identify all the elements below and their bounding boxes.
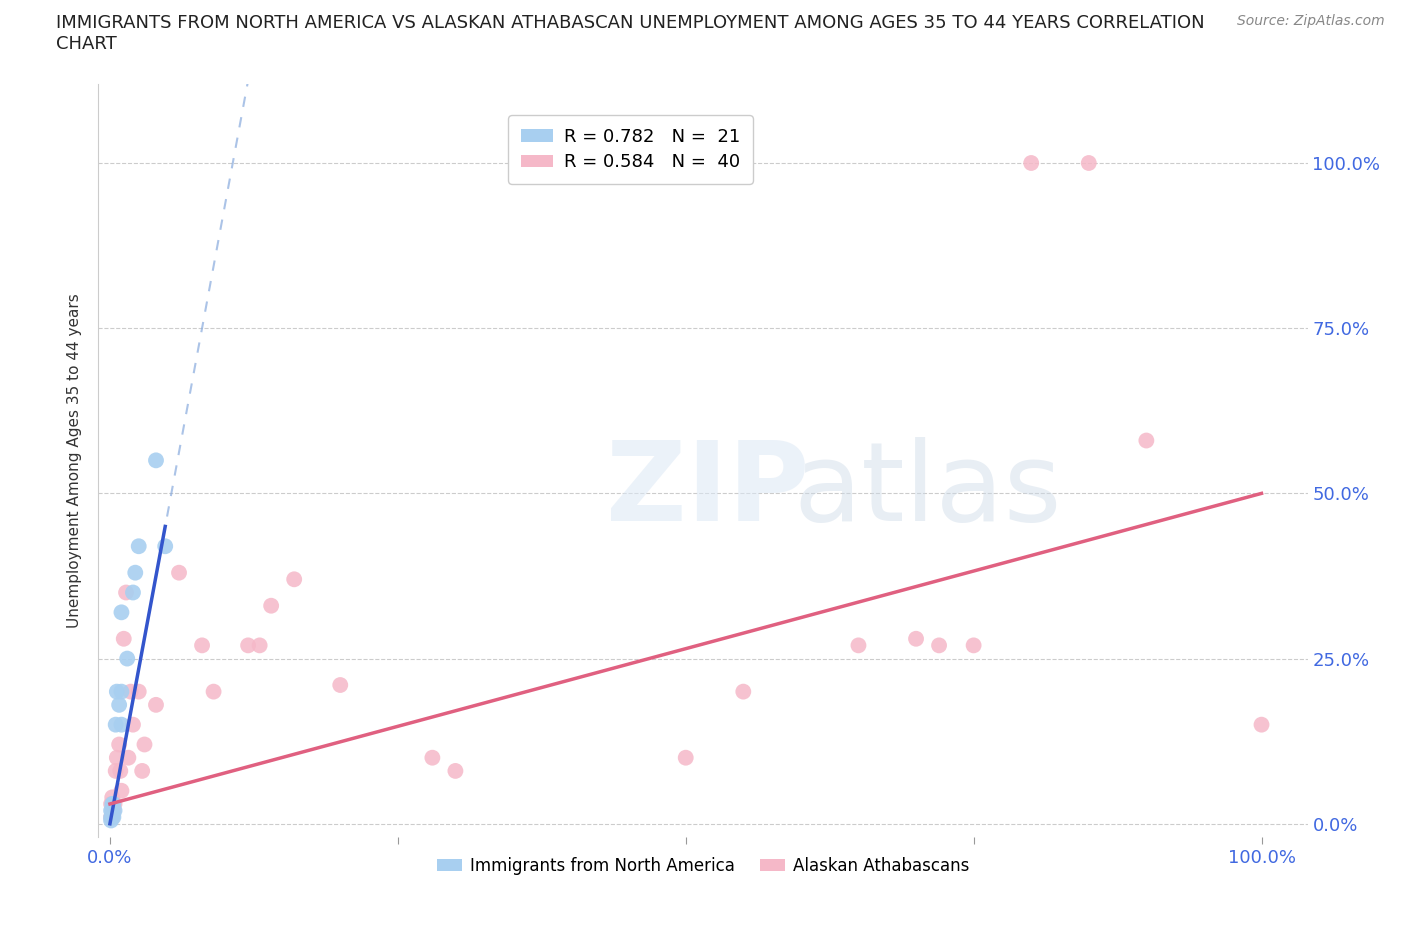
Point <box>110 717 132 732</box>
Point <box>145 698 167 712</box>
Point <box>329 678 352 693</box>
Point <box>101 796 124 811</box>
Point <box>101 810 124 825</box>
Point <box>962 638 984 653</box>
Point <box>110 764 132 778</box>
Point <box>167 565 190 580</box>
Point <box>115 651 138 666</box>
Point <box>283 572 305 587</box>
Point <box>134 737 156 752</box>
Point <box>103 804 125 818</box>
Point <box>108 698 131 712</box>
Point <box>1135 433 1157 448</box>
Point <box>103 810 125 825</box>
Point <box>100 804 122 818</box>
Point <box>422 751 444 765</box>
Point <box>1077 155 1099 170</box>
Y-axis label: Unemployment Among Ages 35 to 44 years: Unemployment Among Ages 35 to 44 years <box>67 293 83 628</box>
Text: IMMIGRANTS FROM NORTH AMERICA VS ALASKAN ATHABASCAN UNEMPLOYMENT AMONG AGES 35 T: IMMIGRANTS FROM NORTH AMERICA VS ALASKAN… <box>56 14 1205 32</box>
Point <box>202 684 225 699</box>
Point <box>117 751 139 765</box>
Point <box>101 810 124 825</box>
Point <box>131 764 153 778</box>
Point <box>249 638 271 653</box>
Point <box>115 585 138 600</box>
Point <box>120 684 142 699</box>
Point <box>103 804 125 818</box>
Text: ZIP: ZIP <box>606 437 810 544</box>
Point <box>112 631 135 646</box>
Point <box>101 790 124 804</box>
Point <box>236 638 259 653</box>
Point <box>1250 717 1272 732</box>
Point <box>733 684 755 699</box>
Text: Source: ZipAtlas.com: Source: ZipAtlas.com <box>1237 14 1385 28</box>
Point <box>155 538 177 553</box>
Point <box>104 717 127 732</box>
Point <box>103 796 125 811</box>
Point <box>122 717 145 732</box>
Point <box>110 783 132 798</box>
Point <box>104 764 127 778</box>
Point <box>260 598 283 613</box>
Text: CHART: CHART <box>56 35 117 53</box>
Point <box>100 796 122 811</box>
Text: atlas: atlas <box>793 437 1062 544</box>
Point <box>105 751 128 765</box>
Point <box>100 810 122 825</box>
Point <box>145 453 167 468</box>
Point <box>100 810 122 825</box>
Point <box>100 813 122 828</box>
Point <box>675 751 697 765</box>
Point <box>191 638 214 653</box>
Point <box>122 585 145 600</box>
Point <box>105 684 128 699</box>
Legend: Immigrants from North America, Alaskan Athabascans: Immigrants from North America, Alaskan A… <box>430 850 976 882</box>
Point <box>110 604 132 619</box>
Point <box>905 631 928 646</box>
Point <box>848 638 870 653</box>
Point <box>128 538 150 553</box>
Point <box>103 796 125 811</box>
Point <box>928 638 950 653</box>
Point <box>101 804 124 818</box>
Point <box>444 764 467 778</box>
Point <box>128 684 150 699</box>
Point <box>108 737 131 752</box>
Point <box>1019 155 1042 170</box>
Point <box>110 684 132 699</box>
Point <box>124 565 146 580</box>
